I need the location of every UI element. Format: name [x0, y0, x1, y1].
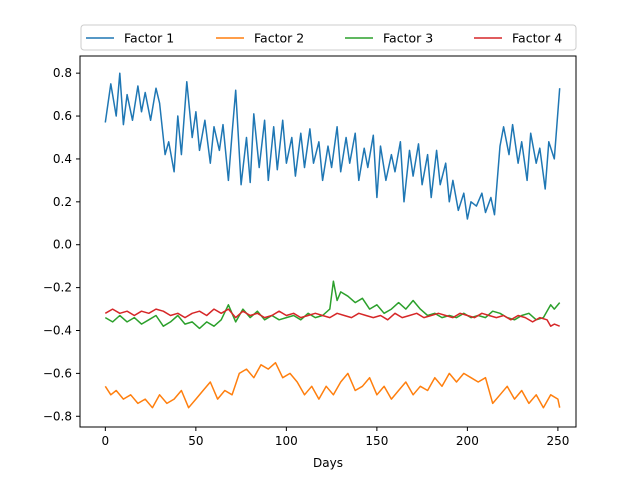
series-line-2 [104, 361, 561, 409]
y-tick-label: 0.6 [53, 109, 72, 123]
plot-frame [79, 55, 577, 428]
series-line-3 [104, 280, 561, 330]
y-tick-label: −0.6 [43, 366, 72, 380]
plot-background [80, 56, 576, 427]
x-tick-label: 250 [546, 434, 569, 448]
x-tick-label: 200 [456, 434, 479, 448]
series-line-4 [104, 308, 560, 327]
y-tick-label: −0.4 [43, 323, 72, 337]
legend-label: Factor 4 [512, 31, 562, 46]
series-layer [104, 72, 561, 409]
x-tick-label: 100 [275, 434, 298, 448]
legend: Factor 1 Factor 2 Factor 3 Factor 4 [80, 24, 577, 51]
x-tick-label: 50 [188, 434, 203, 448]
legend-label: Factor 3 [383, 31, 433, 46]
y-axis: −0.8 −0.6 −0.4 −0.2 0.0 0.2 0.4 0.6 0.8 [43, 66, 80, 423]
legend-box [80, 24, 577, 51]
x-axis-label: Days [313, 456, 343, 470]
y-tick-label: −0.8 [43, 409, 72, 423]
y-tick-label: 0.0 [53, 238, 72, 252]
y-tick-label: 0.4 [53, 152, 72, 166]
plot-area [79, 55, 577, 428]
legend-label: Factor 2 [254, 31, 304, 46]
x-tick-label: 0 [102, 434, 110, 448]
x-axis: 0 50 100 150 200 250 [102, 427, 569, 448]
legend-label: Factor 1 [124, 31, 174, 46]
x-tick-label: 150 [365, 434, 388, 448]
y-tick-label: −0.2 [43, 281, 72, 295]
y-tick-label: 0.8 [53, 66, 72, 80]
y-tick-label: 0.2 [53, 195, 72, 209]
series-line-1 [104, 72, 561, 220]
